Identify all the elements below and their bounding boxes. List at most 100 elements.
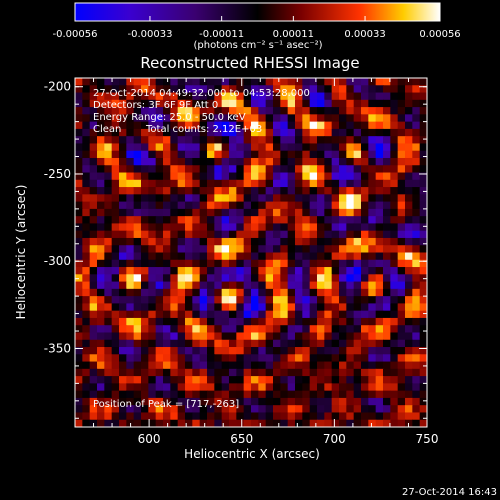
heatmap-cell bbox=[258, 107, 267, 115]
heatmap-cell bbox=[317, 390, 325, 399]
heatmap-cell bbox=[221, 288, 230, 297]
heatmap-cell bbox=[111, 208, 120, 217]
heatmap-cell bbox=[397, 194, 406, 203]
heatmap-cell bbox=[375, 281, 384, 290]
heatmap-cell bbox=[331, 390, 340, 399]
heatmap-cell bbox=[177, 361, 186, 370]
heatmap-cell bbox=[243, 281, 252, 290]
heatmap-cell bbox=[163, 303, 171, 312]
heatmap-cell bbox=[331, 383, 340, 392]
heatmap-cell bbox=[324, 114, 333, 123]
heatmap-cell bbox=[185, 187, 193, 195]
heatmap-cell bbox=[309, 259, 318, 268]
heatmap-cell bbox=[317, 347, 325, 355]
heatmap-cell bbox=[119, 150, 127, 159]
heatmap-cell bbox=[390, 405, 399, 414]
heatmap-cell bbox=[309, 237, 318, 246]
heatmap-cell bbox=[383, 128, 391, 137]
heatmap-cell bbox=[221, 194, 230, 203]
heatmap-cell bbox=[280, 267, 289, 275]
heatmap-cell bbox=[185, 92, 193, 101]
heatmap-cell bbox=[126, 390, 135, 399]
heatmap-cell bbox=[258, 85, 267, 94]
heatmap-cell bbox=[346, 245, 355, 254]
heatmap-cell bbox=[405, 201, 413, 210]
heatmap-cell bbox=[104, 274, 113, 283]
heatmap-cell bbox=[141, 274, 149, 283]
heatmap-cell bbox=[346, 150, 355, 159]
heatmap-cell bbox=[309, 230, 318, 239]
heatmap-cell bbox=[111, 201, 120, 210]
heatmap-cell bbox=[383, 296, 391, 304]
heatmap-cell bbox=[82, 208, 91, 217]
heatmap-cell bbox=[324, 376, 333, 384]
heatmap-cell bbox=[111, 368, 120, 377]
heatmap-cell bbox=[243, 157, 252, 166]
heatmap-cell bbox=[368, 172, 377, 181]
heatmap-cell bbox=[236, 136, 245, 145]
heatmap-cell bbox=[353, 412, 362, 421]
heatmap-cell bbox=[346, 187, 355, 195]
heatmap-cell bbox=[119, 128, 127, 137]
heatmap-cell bbox=[317, 187, 325, 195]
heatmap-cell bbox=[331, 157, 340, 166]
heatmap-cell bbox=[405, 259, 413, 268]
heatmap-cell bbox=[339, 85, 347, 94]
heatmap-cell bbox=[280, 165, 289, 174]
heatmap-cell bbox=[368, 114, 377, 123]
heatmap-cell bbox=[163, 325, 171, 334]
heatmap-cell bbox=[141, 194, 149, 203]
heatmap-cell bbox=[390, 136, 399, 145]
heatmap-cell bbox=[397, 397, 406, 406]
heatmap-cell bbox=[236, 347, 245, 355]
heatmap-cell bbox=[126, 412, 135, 421]
heatmap-cell bbox=[383, 99, 391, 108]
heatmap-cell bbox=[419, 107, 427, 115]
heatmap-cell bbox=[309, 150, 318, 159]
heatmap-cell bbox=[390, 157, 399, 166]
heatmap-cell bbox=[251, 157, 259, 166]
heatmap-cell bbox=[324, 361, 333, 370]
heatmap-cell bbox=[295, 317, 303, 326]
heatmap-cell bbox=[419, 347, 427, 355]
heatmap-cell bbox=[163, 310, 171, 319]
heatmap-cell bbox=[82, 230, 91, 239]
heatmap-cell bbox=[324, 245, 333, 254]
heatmap-cell bbox=[265, 310, 274, 319]
heatmap-cell bbox=[207, 252, 215, 261]
heatmap-cell bbox=[405, 172, 413, 181]
heatmap-cell bbox=[229, 179, 237, 188]
heatmap-cell bbox=[111, 332, 120, 341]
heatmap-cell bbox=[353, 354, 362, 363]
heatmap-cell bbox=[405, 245, 413, 254]
heatmap-cell bbox=[375, 419, 384, 427]
heatmap-cell bbox=[368, 216, 377, 225]
heatmap-cell bbox=[339, 245, 347, 254]
heatmap-cell bbox=[243, 296, 252, 304]
heatmap-cell bbox=[214, 354, 223, 363]
heatmap-cell bbox=[97, 317, 105, 326]
heatmap-cell bbox=[185, 128, 193, 137]
heatmap-cell bbox=[251, 288, 259, 297]
heatmap-cell bbox=[75, 332, 83, 341]
heatmap-cell bbox=[214, 376, 223, 384]
heatmap-cell bbox=[185, 201, 193, 210]
heatmap-cell bbox=[236, 99, 245, 108]
heatmap-cell bbox=[258, 121, 267, 130]
heatmap-cell bbox=[265, 157, 274, 166]
heatmap-cell bbox=[111, 150, 120, 159]
heatmap-cell bbox=[214, 121, 223, 130]
heatmap-cell bbox=[397, 121, 406, 130]
heatmap-cell bbox=[75, 237, 83, 246]
heatmap-cell bbox=[141, 288, 149, 297]
heatmap-cell bbox=[170, 78, 179, 86]
heatmap-cell bbox=[324, 150, 333, 159]
heatmap-cell bbox=[331, 310, 340, 319]
heatmap-cell bbox=[207, 157, 215, 166]
heatmap-cell bbox=[265, 187, 274, 195]
heatmap-cell bbox=[207, 383, 215, 392]
heatmap-cell bbox=[119, 288, 127, 297]
heatmap-cell bbox=[214, 107, 223, 115]
heatmap-cell bbox=[155, 354, 164, 363]
heatmap-cell bbox=[111, 354, 120, 363]
